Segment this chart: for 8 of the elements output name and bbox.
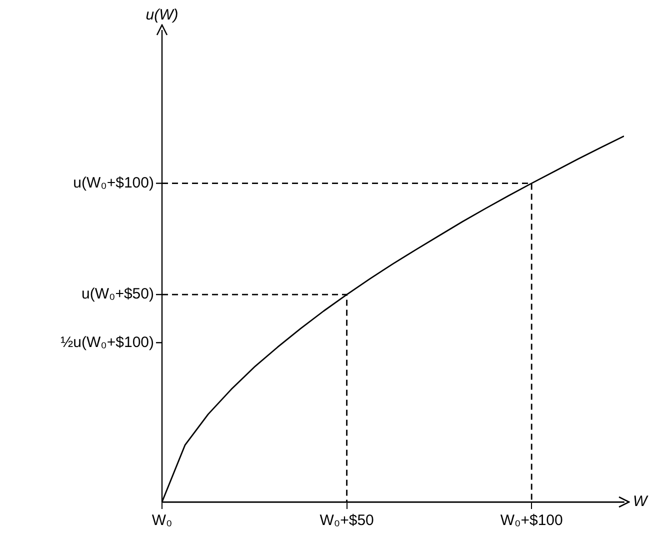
text: u(W)	[146, 6, 178, 24]
x-tick-label: W₀	[152, 512, 172, 530]
annotation: u(W₀+$100)	[73, 174, 154, 192]
x-axis-title: W	[633, 493, 649, 510]
annotation: u(W₀+$50)	[81, 286, 154, 303]
x-tick-label: W₀+$50	[320, 512, 374, 530]
text: ½u(W₀+$100)	[60, 334, 154, 351]
x-tick-label: W₀+$100	[500, 512, 563, 530]
